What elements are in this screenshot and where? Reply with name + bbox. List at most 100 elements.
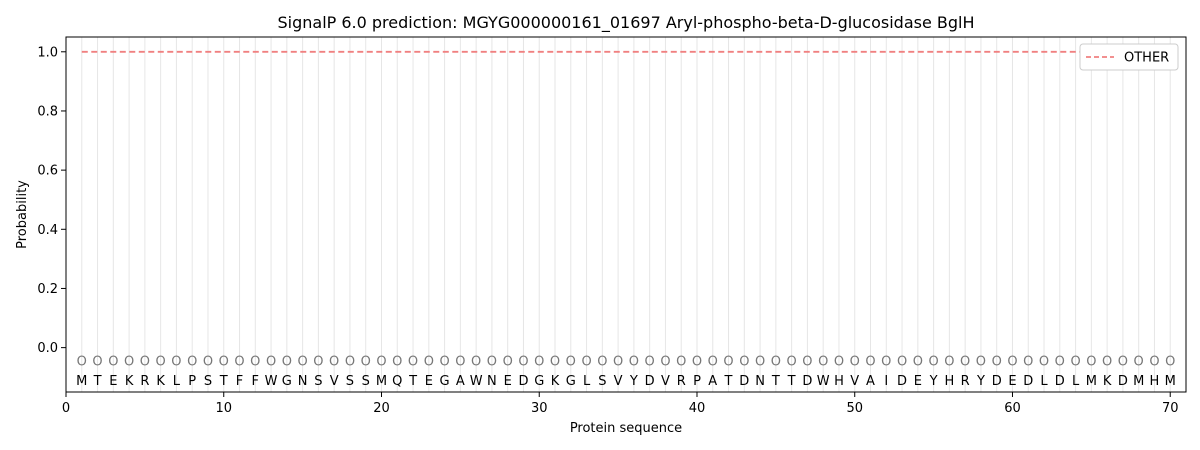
residue-label-6: K — [156, 374, 165, 389]
residue-label-15: N — [298, 374, 308, 389]
residue-label-40: P — [693, 374, 701, 389]
region-label-49: O — [834, 354, 844, 369]
residue-label-59: D — [992, 374, 1002, 389]
region-label-21: O — [392, 354, 402, 369]
residue-label-41: A — [708, 374, 717, 389]
x-tick-label-0: 0 — [62, 401, 70, 416]
region-label-36: O — [629, 354, 639, 369]
x-tick-label-40: 40 — [689, 401, 706, 416]
y-tick-label-2: 0.4 — [37, 223, 58, 238]
residue-label-43: D — [739, 374, 749, 389]
residue-labels: OMOTOEOKOROKOLOPOSOTOFOFOWOGONOSOVOSOSOM… — [76, 354, 1176, 389]
residue-label-24: G — [440, 374, 450, 389]
residue-label-69: H — [1150, 374, 1160, 389]
region-label-65: O — [1086, 354, 1096, 369]
residue-label-38: V — [661, 374, 670, 389]
residue-label-60: E — [1008, 374, 1016, 389]
region-label-5: O — [140, 354, 150, 369]
region-label-61: O — [1023, 354, 1033, 369]
residue-label-37: D — [645, 374, 655, 389]
residue-label-30: G — [534, 374, 544, 389]
region-label-70: O — [1165, 354, 1175, 369]
region-label-29: O — [518, 354, 528, 369]
region-label-37: O — [645, 354, 655, 369]
region-label-53: O — [897, 354, 907, 369]
residue-label-20: M — [376, 374, 387, 389]
region-label-62: O — [1039, 354, 1049, 369]
residue-label-33: L — [583, 374, 591, 389]
region-label-58: O — [976, 354, 986, 369]
region-label-56: O — [944, 354, 954, 369]
region-label-30: O — [534, 354, 544, 369]
residue-label-58: Y — [976, 374, 985, 389]
residue-label-68: M — [1133, 374, 1144, 389]
residue-label-25: A — [456, 374, 465, 389]
region-label-63: O — [1055, 354, 1065, 369]
residue-label-12: F — [252, 374, 259, 389]
residue-label-45: T — [771, 374, 780, 389]
y-tick-label-4: 0.8 — [37, 104, 58, 119]
region-label-1: O — [77, 354, 87, 369]
x-axis: 0 10 20 30 40 50 60 70 — [62, 392, 1179, 416]
region-label-67: O — [1118, 354, 1128, 369]
region-label-42: O — [723, 354, 733, 369]
residue-label-67: D — [1118, 374, 1128, 389]
region-label-17: O — [329, 354, 339, 369]
region-label-16: O — [313, 354, 323, 369]
x-tick-label-70: 70 — [1162, 401, 1179, 416]
residue-label-19: S — [362, 374, 370, 389]
residue-label-70: M — [1165, 374, 1176, 389]
residue-label-26: W — [470, 374, 483, 389]
region-label-66: O — [1102, 354, 1112, 369]
region-label-28: O — [503, 354, 513, 369]
region-label-38: O — [660, 354, 670, 369]
y-tick-label-3: 0.6 — [37, 164, 58, 179]
y-tick-label-5: 1.0 — [37, 45, 58, 60]
region-label-45: O — [771, 354, 781, 369]
residue-label-52: I — [884, 374, 888, 389]
plot-frame — [65, 36, 1187, 393]
residue-label-56: H — [944, 374, 954, 389]
residue-label-46: T — [787, 374, 796, 389]
residue-label-16: S — [314, 374, 322, 389]
region-label-27: O — [487, 354, 497, 369]
region-label-10: O — [219, 354, 229, 369]
x-tick-label-20: 20 — [373, 401, 390, 416]
residue-label-34: S — [598, 374, 606, 389]
residue-label-28: E — [504, 374, 512, 389]
legend-box — [1079, 43, 1179, 71]
residue-label-2: T — [93, 374, 102, 389]
region-label-41: O — [708, 354, 718, 369]
residue-label-47: D — [802, 374, 812, 389]
residue-label-66: K — [1103, 374, 1112, 389]
region-label-69: O — [1149, 354, 1159, 369]
region-label-40: O — [692, 354, 702, 369]
region-label-31: O — [550, 354, 560, 369]
y-tick-label-1: 0.2 — [37, 282, 58, 297]
x-tick-label-60: 60 — [1004, 401, 1021, 416]
residue-label-64: L — [1072, 374, 1080, 389]
residue-label-13: W — [265, 374, 278, 389]
residue-label-54: E — [914, 374, 922, 389]
region-label-4: O — [124, 354, 134, 369]
residue-label-53: D — [897, 374, 907, 389]
region-label-46: O — [787, 354, 797, 369]
x-tick-label-30: 30 — [531, 401, 548, 416]
region-label-7: O — [171, 354, 181, 369]
region-label-43: O — [739, 354, 749, 369]
region-label-25: O — [455, 354, 465, 369]
residue-label-22: T — [408, 374, 417, 389]
region-label-68: O — [1134, 354, 1144, 369]
residue-label-50: V — [850, 374, 859, 389]
x-tick-label-10: 10 — [215, 401, 232, 416]
region-label-13: O — [266, 354, 276, 369]
legend-label-other: OTHER — [1124, 51, 1169, 66]
region-label-55: O — [928, 354, 938, 369]
residue-label-18: S — [346, 374, 354, 389]
residue-label-7: L — [173, 374, 181, 389]
region-label-59: O — [992, 354, 1002, 369]
residue-label-63: D — [1055, 374, 1065, 389]
region-label-57: O — [960, 354, 970, 369]
